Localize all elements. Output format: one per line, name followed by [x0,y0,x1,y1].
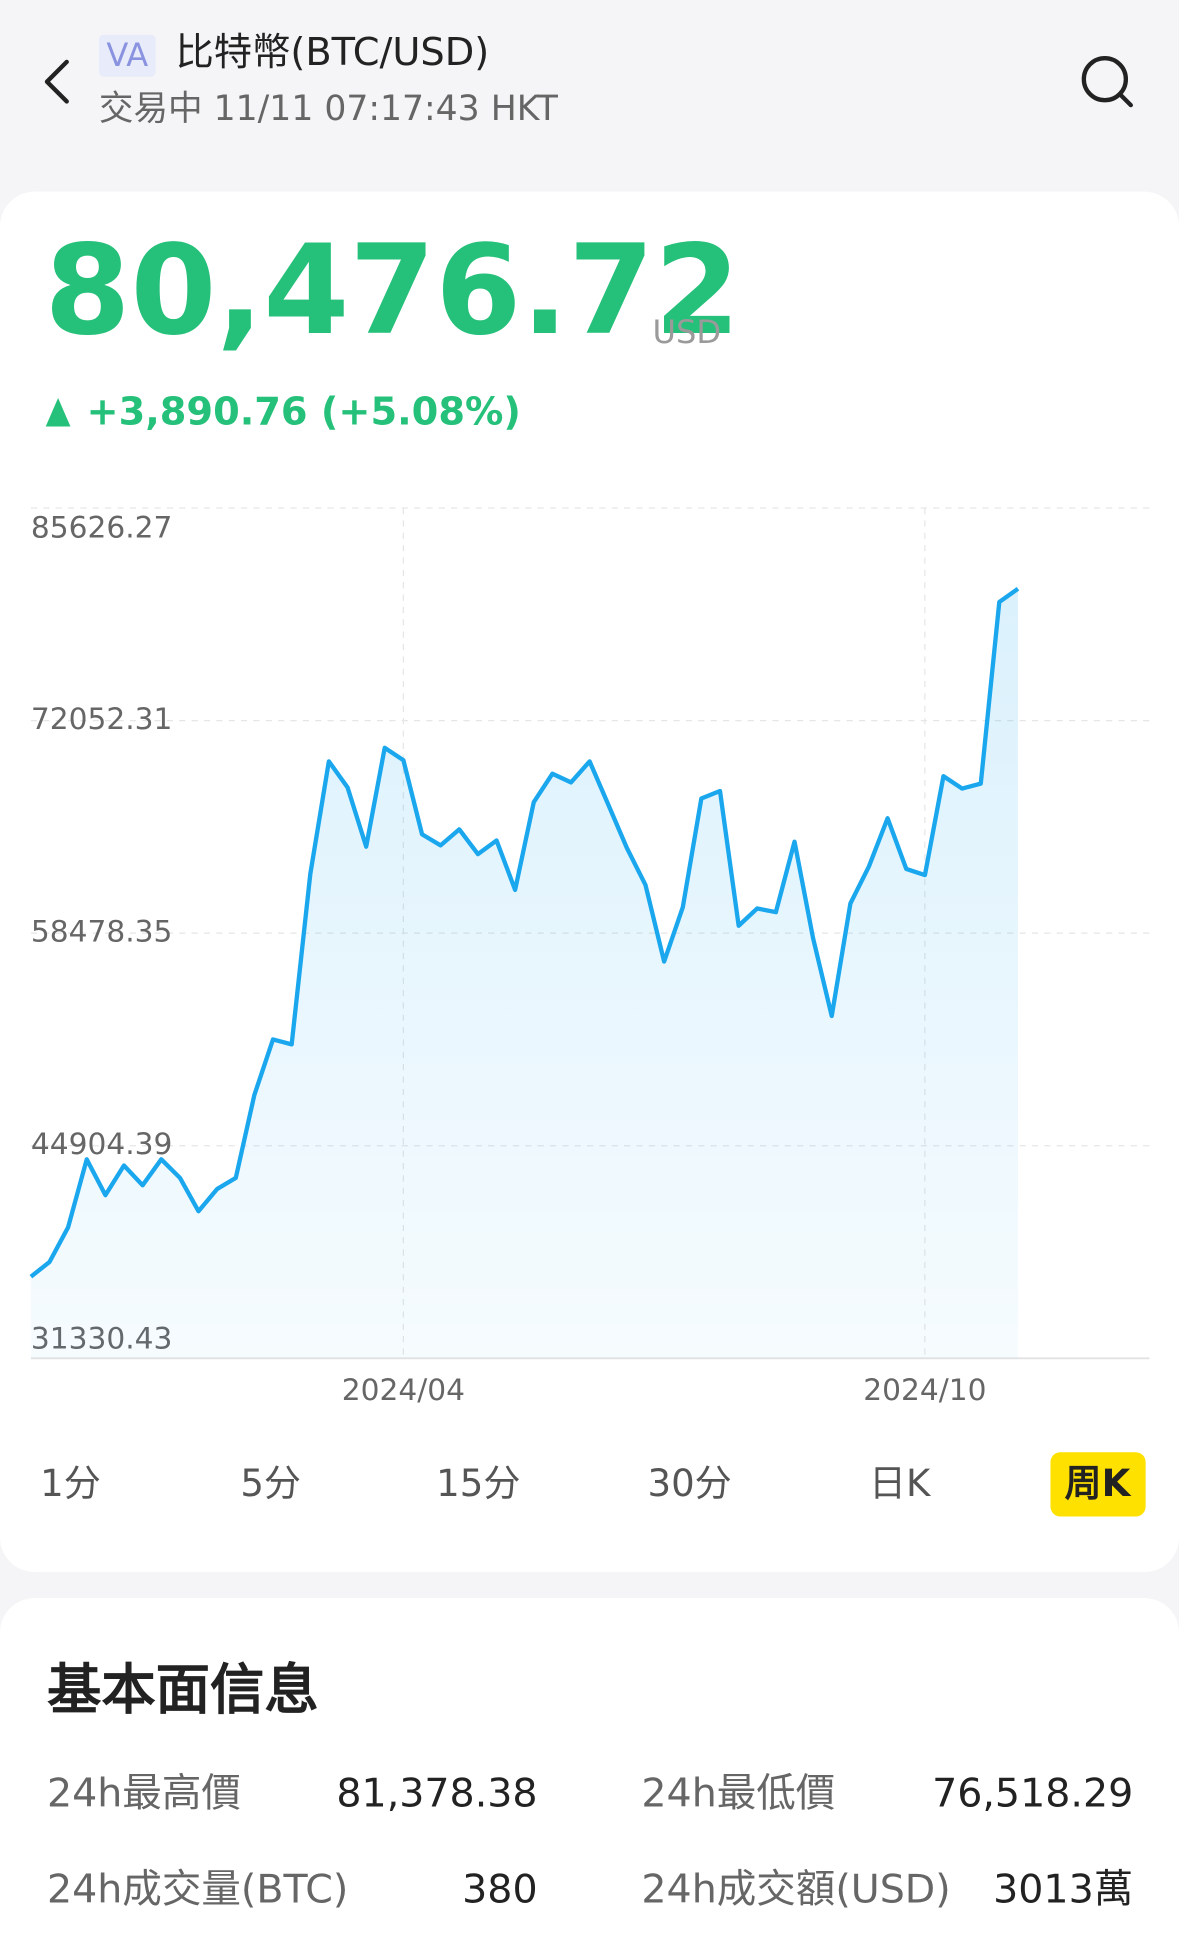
x-tick-label: 2024/10 [863,1372,986,1407]
stat-value: 380 [462,1867,537,1913]
period-tabs: 1分 5分 15分 30分 日K 周K [40,1452,1146,1517]
up-arrow [45,398,71,427]
chart: 31330.4344904.3958478.3572052.3185626.27… [29,507,1150,1407]
currency: USD [653,313,722,351]
stat-value: 81,378.38 [336,1770,537,1816]
badge-bg [98,34,156,77]
period-tab[interactable]: 周K [1065,1462,1132,1505]
stat-label: 24h成交額(USD) [641,1867,950,1913]
stat-value: 3013萬 [993,1867,1133,1913]
search-icon [1081,56,1129,103]
y-tick-label: 44904.39 [31,1126,173,1161]
stat-label: 24h最低價 [641,1770,835,1816]
back-button[interactable] [44,59,69,104]
y-tick-label: 58478.35 [31,914,173,949]
period-tab[interactable]: 1分 [40,1462,101,1505]
stat-label: 24h成交量(BTC) [47,1867,348,1913]
title: 比特幣(BTC/USD) [175,30,489,75]
change: +3,890.76 (+5.08%) [87,390,521,435]
price: 80,476.72 [44,219,740,363]
period-tab[interactable]: 5分 [240,1462,301,1505]
stat-value: 76,518.29 [932,1770,1133,1816]
fundamentals-card [0,1598,1179,1938]
line [29,586,1020,1279]
y-tick-label: 72052.31 [31,701,173,736]
status: 交易中 11/11 07:17:43 HKT [99,89,559,129]
search-button[interactable] [1081,56,1133,108]
area [30,588,1018,1359]
period-tab[interactable]: 15分 [436,1462,520,1505]
period-tab[interactable]: 30分 [647,1462,731,1505]
badge: VA [106,36,148,74]
fundamentals-title: 基本面信息 [47,1658,319,1721]
fundamentals: 24h最高價 81,378.38 24h最低價 76,518.29 24h成交量(BTC… [47,1770,1133,1912]
y-tick-label: 85626.27 [31,510,173,545]
period-tab[interactable]: 日K [869,1462,932,1505]
period-selected [1050,1452,1146,1517]
stat-label: 24h最高價 [47,1770,241,1816]
search-icon-handle [1117,91,1133,108]
x-tick-label: 2024/04 [342,1372,465,1407]
